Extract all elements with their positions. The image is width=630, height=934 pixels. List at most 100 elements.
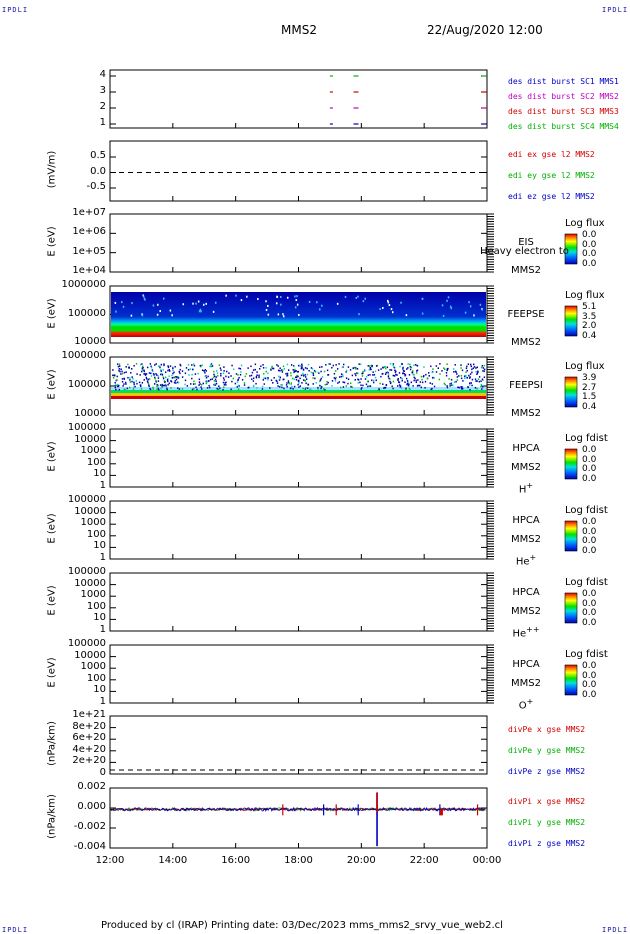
feepsi-speckle — [415, 379, 417, 382]
feepse-speckle — [141, 314, 144, 317]
feepsi-speckle — [258, 374, 260, 377]
feepsi-speckle — [320, 377, 322, 380]
feepsi-speckle — [304, 388, 307, 390]
feepsi-speckle — [113, 374, 116, 377]
feepsi-speckle — [361, 375, 364, 377]
feepsi-speckle — [367, 380, 369, 383]
feepsi-speckle — [358, 363, 360, 365]
feepsi-speckle — [270, 368, 272, 370]
divpi-red-blob — [439, 809, 443, 816]
feepsi-speckle — [475, 367, 477, 369]
feepsi-speckle — [254, 368, 257, 371]
feepse-speckle — [421, 312, 424, 315]
feepsi-speckle — [384, 373, 387, 375]
feepsi-speckle — [321, 386, 323, 388]
feepsi-speckle — [466, 365, 468, 368]
hpca_he-colorbar-value: 0.0 — [582, 536, 597, 546]
feepsi-speckle — [202, 382, 205, 385]
feepse-speckle — [198, 310, 201, 313]
feepsi-speckle — [473, 363, 475, 366]
feepsi-speckle — [167, 369, 169, 372]
feepsi-speckle — [209, 386, 211, 389]
feepsi-speckle — [131, 368, 133, 370]
feepsi-speckle — [155, 380, 157, 382]
feepsi-speckle — [200, 386, 202, 388]
hpca_o-tick-label: 10 — [93, 684, 106, 696]
hpca_o-tick-label: 10000 — [74, 649, 106, 661]
feepsi-speckle — [129, 379, 131, 381]
feepsi-speckle — [160, 370, 162, 372]
feepsi-speckle — [213, 373, 215, 376]
feepsi-speckle — [290, 387, 292, 390]
x-tick-label: 14:00 — [158, 855, 188, 866]
feepsi-tick-label: 100000 — [67, 379, 106, 390]
feepsi-speckle — [156, 384, 158, 386]
hpca_he-colorbar-value: 0.0 — [582, 526, 597, 537]
feepsi-speckle — [127, 376, 129, 379]
feepsi-speckle — [437, 367, 439, 370]
feepsi-speckle — [469, 376, 471, 378]
feepsi-speckle — [408, 385, 410, 387]
feepsi-speckle — [299, 385, 302, 387]
feepsi-speckle — [299, 377, 301, 380]
feepsi-speckle — [150, 366, 153, 369]
feepsi-speckle — [397, 381, 400, 383]
feepsi-speckle — [276, 364, 278, 366]
feepse-speckle — [295, 299, 298, 302]
feepsi-speckle — [167, 366, 170, 369]
feepsi-speckle — [132, 388, 135, 390]
feepsi-speckle — [398, 381, 401, 384]
feepse-speckle — [120, 301, 123, 304]
divpi-ylabel: (nPa/km) — [46, 794, 58, 839]
divpe-tick-label: 8e+20 — [72, 720, 106, 732]
feepse-speckle — [203, 303, 205, 306]
feepse-speckle — [357, 295, 359, 298]
feepsi-speckle — [465, 367, 468, 370]
feepsi-speckle — [165, 385, 167, 387]
edi-tick-label: 0.0 — [90, 165, 106, 177]
feepsi-speckle — [299, 365, 302, 367]
feepsi-speckle — [373, 381, 375, 384]
hpca_o-species-name: O — [518, 700, 527, 712]
feepsi-speckle — [250, 374, 253, 377]
feepsi-speckle — [482, 370, 484, 372]
feepsi-speckle — [391, 385, 393, 388]
feepsi-speckle — [144, 373, 146, 375]
eis-instrument: EIS — [518, 237, 534, 248]
feepsi-speckle — [415, 363, 417, 366]
feepsi-speckle — [433, 385, 436, 388]
feepsi-speckle — [262, 364, 264, 366]
feepsi-speckle — [307, 387, 309, 390]
feepsi-speckle — [375, 379, 377, 382]
feepsi-speckle — [339, 376, 341, 378]
x-tick-label: 18:00 — [284, 855, 313, 866]
feepsi-speckle — [468, 377, 471, 379]
edi-tick-label: 0.5 — [90, 150, 106, 161]
feepsi-speckle — [270, 366, 273, 369]
feepsi-speckle — [198, 381, 201, 383]
feepse-speckle — [421, 297, 424, 300]
divpe-ylabel: (nPa/km) — [46, 721, 58, 766]
feepsi-speckle — [173, 371, 175, 374]
feepsi-speckle — [409, 366, 412, 368]
feepsi-speckle — [204, 371, 206, 374]
divpi-trace — [110, 806, 486, 812]
feepsi-speckle — [390, 369, 393, 371]
feepsi-speckle — [446, 386, 449, 389]
feepsi-speckle — [389, 380, 391, 383]
hpca_he2-colorbar-value: 0.0 — [582, 608, 597, 618]
feepsi-speckle — [218, 385, 220, 387]
feepsi-speckle — [319, 379, 322, 381]
x-tick-label: 00:00 — [472, 855, 502, 866]
feepse-speckle — [479, 303, 482, 306]
feepsi-speckle — [481, 378, 484, 381]
feepsi-speckle — [431, 371, 434, 374]
feepsi-speckle — [404, 374, 406, 377]
feepsi-speckle — [407, 381, 409, 384]
feepse-speckle — [115, 310, 117, 313]
feepsi-speckle — [126, 387, 129, 390]
feepsi-speckle — [256, 371, 258, 373]
feepsi-speckle — [456, 373, 458, 375]
feepsi-speckle — [439, 363, 441, 365]
feepsi-speckle — [118, 388, 121, 391]
